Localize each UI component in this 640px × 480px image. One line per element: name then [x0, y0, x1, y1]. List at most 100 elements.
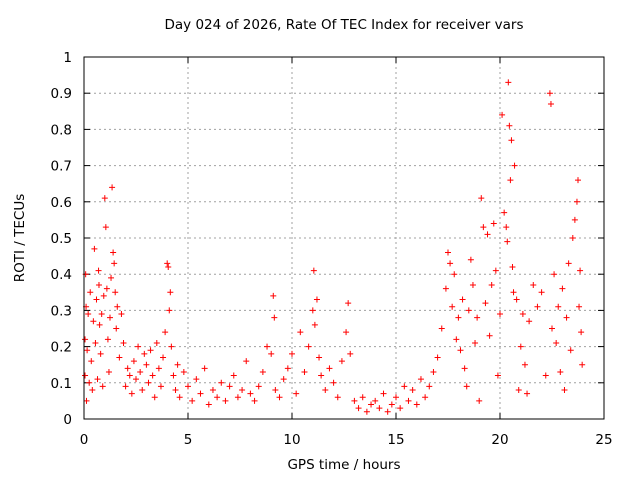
data-point: [575, 177, 581, 184]
data-point: [445, 249, 451, 256]
data-point: [449, 303, 456, 310]
data-point: [230, 372, 237, 379]
data-point: [280, 376, 287, 383]
data-point: [524, 390, 531, 397]
data-point: [170, 372, 177, 379]
data-point: [547, 101, 554, 108]
data-point: [555, 303, 562, 310]
data-point: [309, 307, 316, 314]
data-point: [98, 311, 105, 318]
data-point: [113, 325, 120, 332]
data-point: [463, 383, 470, 390]
data-point: [338, 358, 345, 365]
data-point: [84, 347, 91, 354]
y-axis-label-wrap: ROTI / TECUs: [12, 150, 28, 282]
data-point: [345, 300, 352, 307]
data-point: [467, 256, 474, 263]
data-point: [160, 354, 167, 361]
data-point: [551, 271, 558, 278]
data-point: [503, 224, 510, 231]
data-point: [451, 271, 458, 278]
data-point: [422, 394, 429, 401]
data-point: [469, 282, 476, 289]
data-point: [145, 379, 152, 386]
data-point: [561, 387, 568, 394]
data-point: [507, 177, 514, 184]
data-point: [112, 289, 119, 296]
x-tick-label: 0: [80, 432, 89, 448]
data-point: [405, 397, 412, 404]
data-point: [347, 350, 354, 357]
data-point: [185, 383, 191, 390]
x-tick-label: 5: [184, 432, 193, 448]
data-point: [334, 394, 341, 401]
data-point: [218, 379, 225, 386]
data-point: [499, 111, 506, 118]
data-point: [504, 238, 511, 245]
y-tick-label: 0.4: [51, 267, 72, 283]
data-point: [526, 318, 533, 325]
data-point: [384, 408, 391, 415]
data-point: [488, 282, 495, 289]
data-point: [264, 343, 271, 350]
data-point: [104, 336, 111, 343]
data-point: [116, 354, 123, 361]
data-point: [103, 285, 110, 292]
data-point: [118, 311, 125, 318]
data-point: [176, 394, 183, 401]
data-point: [380, 390, 387, 397]
data-point: [457, 347, 464, 354]
data-point: [165, 263, 172, 270]
data-point: [472, 339, 479, 346]
data-point: [509, 263, 516, 270]
data-point: [205, 401, 212, 408]
data-point: [141, 350, 148, 357]
x-axis-label: GPS time / hours: [287, 457, 401, 473]
data-point: [135, 343, 142, 350]
data-point: [105, 368, 112, 375]
data-point: [93, 296, 100, 303]
data-point: [409, 387, 416, 394]
data-point: [549, 325, 555, 332]
data-point: [153, 339, 160, 346]
data-point: [126, 372, 133, 379]
y-tick-label: 0.6: [51, 195, 72, 211]
data-point: [417, 376, 424, 383]
data-point: [268, 350, 275, 357]
data-point: [372, 397, 379, 404]
data-point: [101, 195, 108, 202]
data-point: [474, 314, 481, 321]
data-point: [91, 245, 98, 252]
data-point: [151, 394, 158, 401]
data-point: [193, 376, 200, 383]
data-point: [114, 303, 121, 310]
data-point: [293, 390, 300, 397]
data-point: [100, 292, 107, 299]
data-point: [326, 365, 333, 372]
x-tick-label: 10: [283, 432, 300, 448]
data-point: [110, 249, 117, 256]
data-point: [359, 394, 366, 401]
data-point: [521, 361, 528, 368]
y-tick-label: 0.8: [51, 122, 72, 138]
data-point: [86, 379, 93, 386]
data-point: [167, 289, 174, 296]
data-point: [95, 282, 102, 289]
data-point: [102, 224, 109, 231]
data-point: [164, 260, 171, 267]
data-point: [511, 162, 518, 169]
data-point: [453, 336, 460, 343]
data-point: [109, 184, 116, 191]
data-point: [147, 347, 154, 354]
data-point: [517, 343, 524, 350]
data-point: [251, 397, 258, 404]
y-tick-label: 0: [63, 412, 72, 428]
data-point: [576, 303, 583, 310]
data-point: [318, 372, 325, 379]
data-point: [155, 365, 162, 372]
y-tick-label: 0.7: [51, 159, 72, 175]
plot-frame: [83, 56, 605, 420]
data-point: [311, 321, 318, 328]
data-point: [96, 321, 103, 328]
